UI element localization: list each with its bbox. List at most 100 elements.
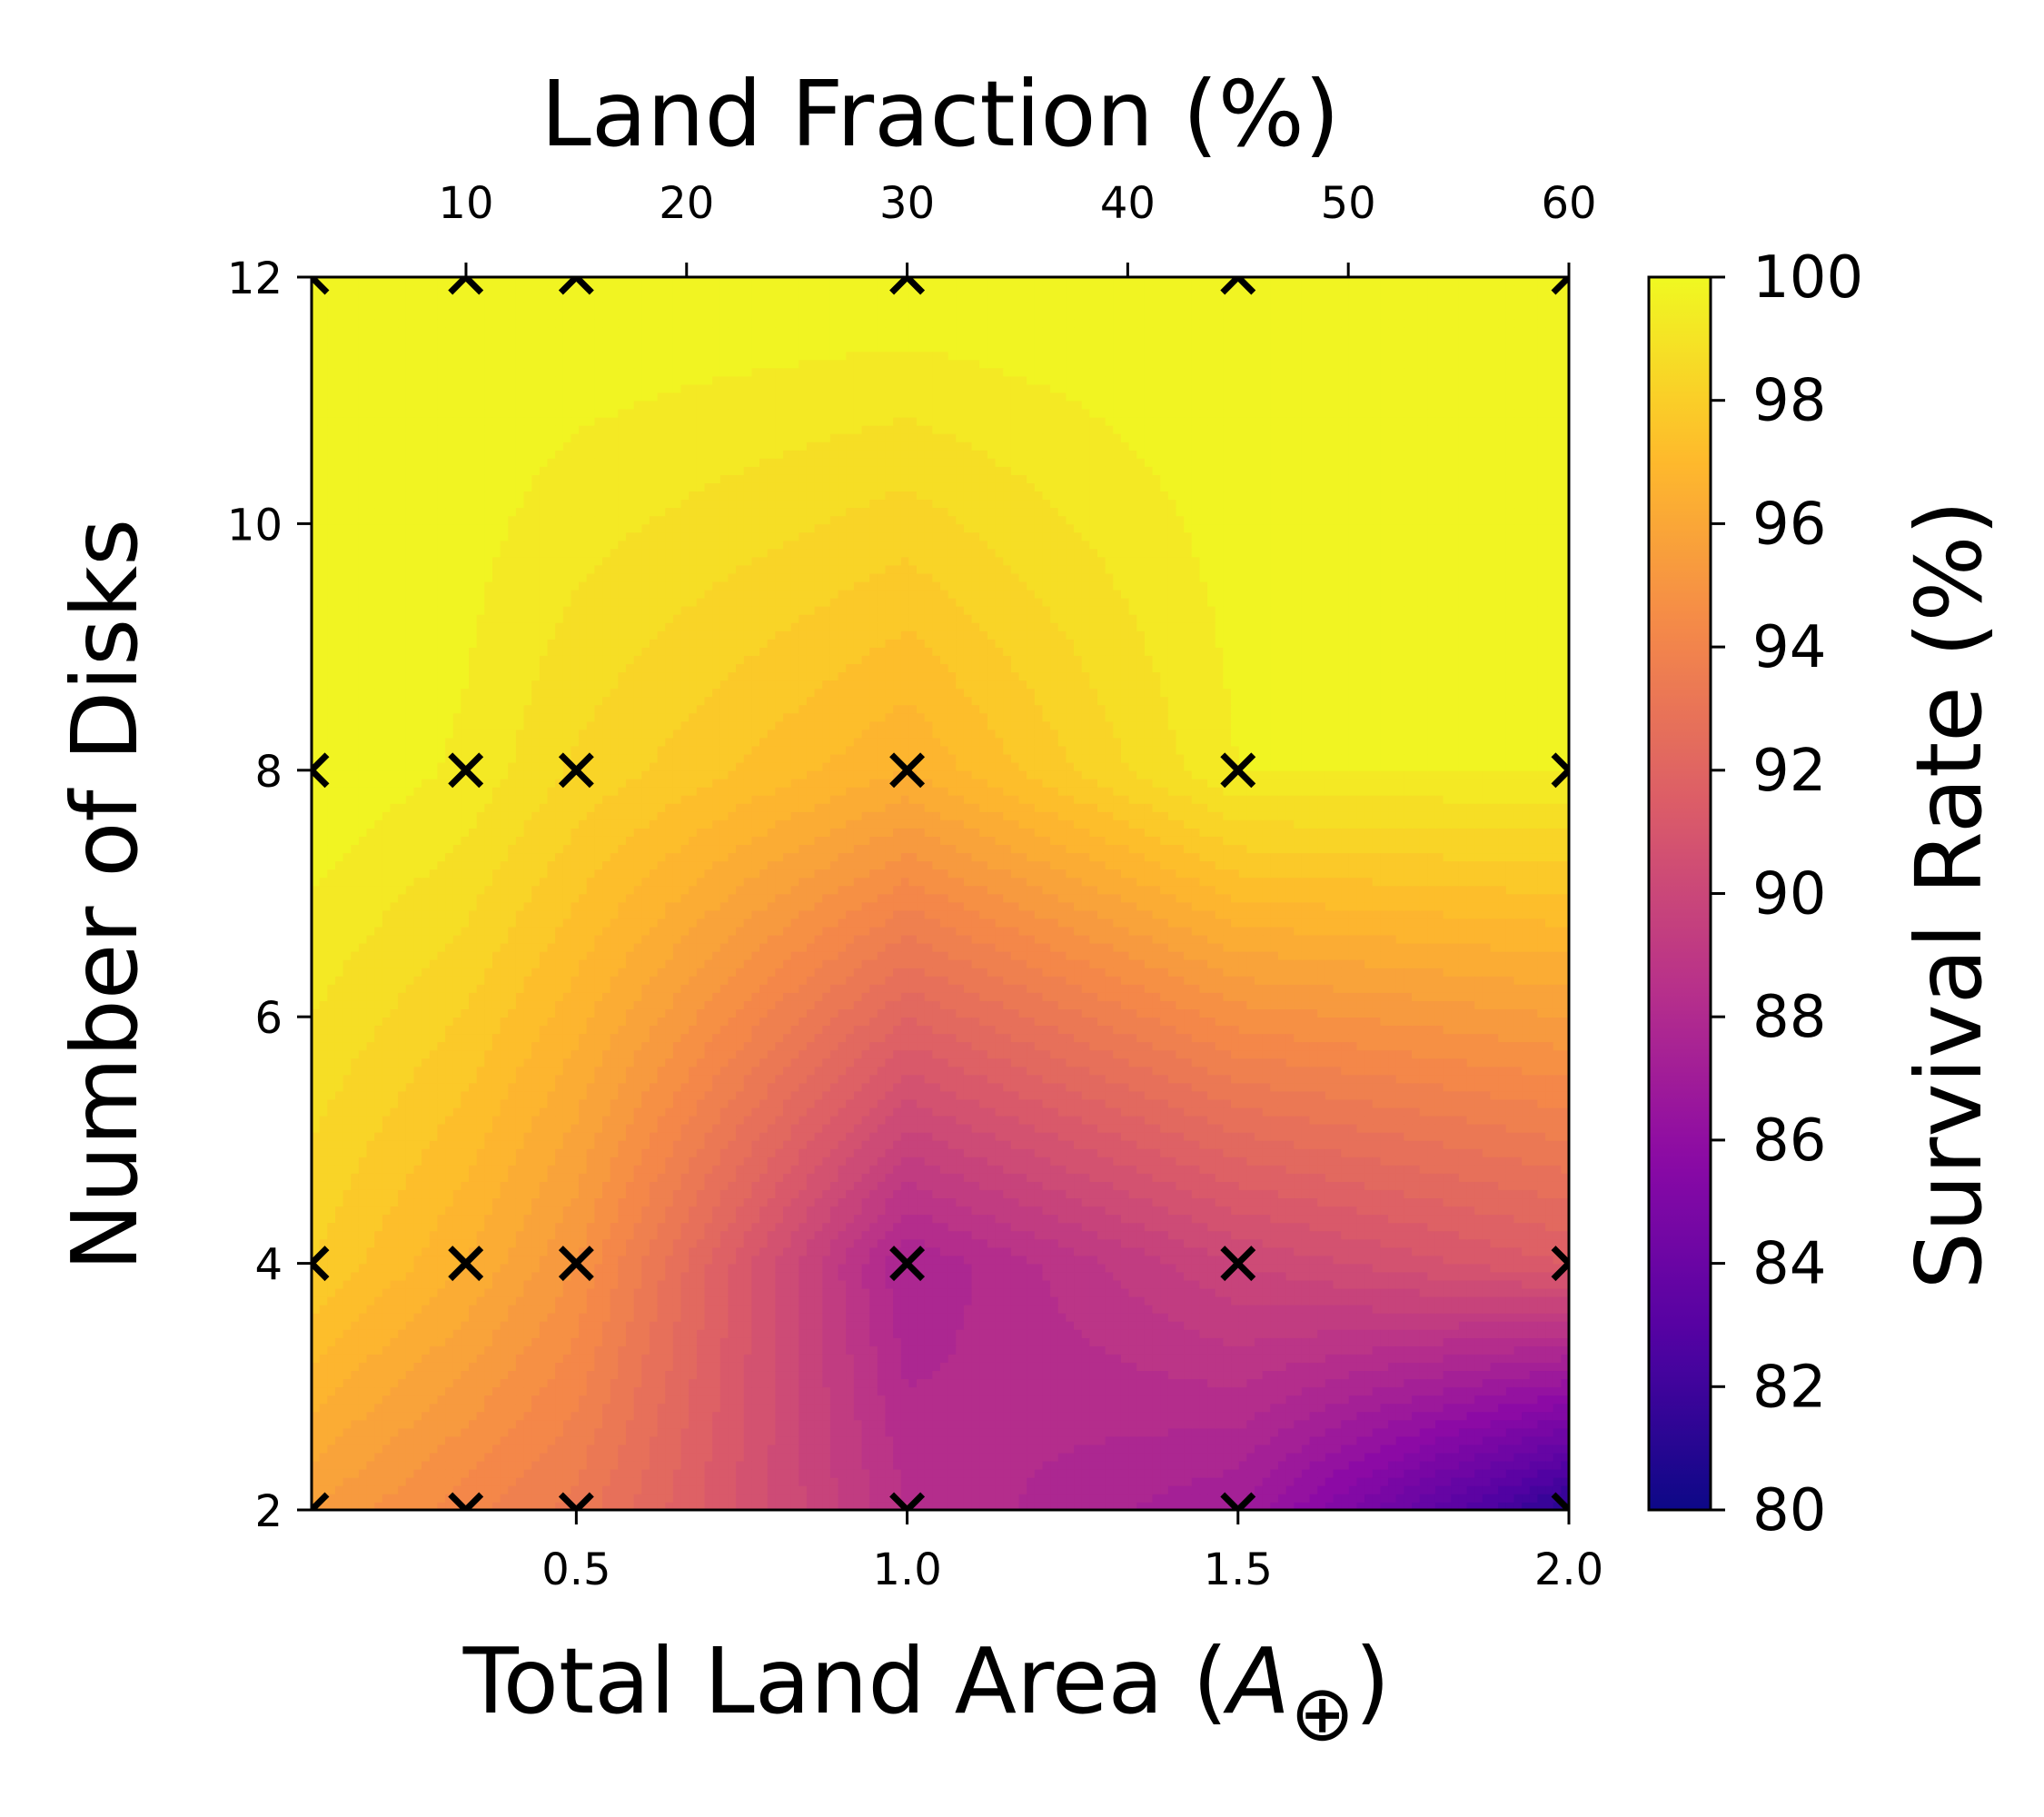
contour-cell (1364, 1444, 1374, 1454)
contour-cell (405, 1427, 415, 1437)
contour-cell (932, 1403, 941, 1413)
contour-cell (1144, 1460, 1154, 1470)
contour-cell (1474, 1296, 1483, 1306)
contour-cell (1191, 1395, 1201, 1405)
contour-cell (736, 1452, 745, 1462)
contour-cell (1285, 1435, 1295, 1445)
contour-cell (1089, 1386, 1098, 1396)
contour-cell (838, 1444, 847, 1454)
contour-cell (1167, 1484, 1177, 1494)
contour-cell (1010, 1395, 1020, 1405)
contour-cell (523, 1411, 532, 1421)
contour-cell (1191, 1493, 1201, 1503)
contour-cell (1255, 1501, 1264, 1510)
contour-cell (1395, 1354, 1405, 1363)
contour-cell (571, 1484, 580, 1494)
contour-cell (846, 1337, 855, 1346)
contour-cell (1066, 1395, 1075, 1405)
contour-cell (1113, 1279, 1122, 1289)
contour-cell (1427, 1287, 1436, 1297)
contour-cell (728, 1468, 737, 1478)
contour-cell (1380, 1493, 1389, 1503)
contour-cell (1207, 1328, 1216, 1338)
contour-cell (1191, 1427, 1201, 1437)
contour-cell (429, 1354, 439, 1363)
contour-cell (555, 1468, 564, 1478)
contour-cell (1388, 1501, 1397, 1510)
contour-cell (900, 1362, 910, 1372)
contour-cell (1184, 1460, 1193, 1470)
contour-cell (987, 1345, 997, 1355)
contour-cell (1042, 1271, 1051, 1281)
contour-cell (1042, 1411, 1051, 1421)
contour-cell (1309, 1435, 1318, 1445)
contour-cell (838, 1263, 847, 1273)
contour-cell (319, 1354, 329, 1363)
contour-cell (390, 1411, 399, 1421)
contour-cell (712, 1263, 721, 1273)
contour-cell (1231, 1419, 1240, 1429)
contour-cell (680, 1493, 690, 1503)
contour-cell (531, 1287, 541, 1297)
contour-cell (822, 1296, 831, 1306)
contour-cell (1074, 1304, 1083, 1314)
contour-cell (1081, 1255, 1091, 1265)
contour-cell (751, 1493, 760, 1503)
contour-cell (814, 1435, 824, 1445)
contour-cell (1113, 1395, 1122, 1405)
contour-cell (1057, 1468, 1067, 1478)
contour-cell (1333, 1345, 1342, 1355)
contour-cell (312, 1427, 321, 1437)
contour-cell (657, 1411, 667, 1421)
contour-cell (1246, 1395, 1255, 1405)
contour-cell (461, 1312, 470, 1322)
contour-cell (783, 1345, 792, 1355)
contour-cell (1144, 1411, 1154, 1421)
contour-cell (885, 1395, 894, 1405)
contour-cell (932, 1255, 941, 1265)
contour-cell (1458, 1287, 1468, 1297)
contour-cell (1277, 1476, 1287, 1486)
contour-cell (1136, 1411, 1146, 1421)
contour-cell (1238, 1395, 1248, 1405)
contour-cell (1466, 1435, 1475, 1445)
contour-cell (1018, 1411, 1027, 1421)
contour-cell (979, 1345, 988, 1355)
contour-cell (1419, 1452, 1429, 1462)
contour-cell (633, 1354, 643, 1363)
contour-cell (759, 1501, 769, 1510)
contour-cell (1482, 1484, 1492, 1494)
contour-cell (413, 1476, 422, 1486)
contour-cell (1395, 1427, 1405, 1437)
contour-cell (806, 1255, 816, 1265)
contour-cell (987, 1328, 997, 1338)
contour-cell (1097, 1345, 1106, 1355)
contour-cell (1443, 1403, 1453, 1413)
contour-cell (869, 1403, 878, 1413)
contour-cell (1285, 1378, 1295, 1388)
contour-cell (1498, 1435, 1507, 1445)
contour-cell (814, 1279, 824, 1289)
contour-cell (1513, 1287, 1523, 1297)
contour-cell (1113, 1354, 1122, 1363)
contour-cell (657, 1312, 667, 1322)
contour-cell (602, 1411, 611, 1421)
contour-cell (672, 1403, 682, 1413)
contour-cell (767, 1444, 777, 1454)
contour-cell (1089, 1468, 1098, 1478)
contour-cell (1434, 1304, 1444, 1314)
contour-cell (1443, 1427, 1453, 1437)
contour-cell (743, 1484, 753, 1494)
contour-cell (1498, 1386, 1507, 1396)
contour-cell (814, 1271, 824, 1281)
contour-cell (1498, 1279, 1507, 1289)
contour-cell (1010, 1378, 1020, 1388)
contour-cell (476, 1354, 486, 1363)
contour-cell (1451, 1370, 1460, 1380)
contour-cell (1434, 1460, 1444, 1470)
contour-cell (1105, 1337, 1115, 1346)
contour-cell (508, 1312, 517, 1322)
contour-cell (799, 1378, 808, 1388)
contour-cell (1027, 1386, 1036, 1396)
contour-cell (342, 1378, 352, 1388)
